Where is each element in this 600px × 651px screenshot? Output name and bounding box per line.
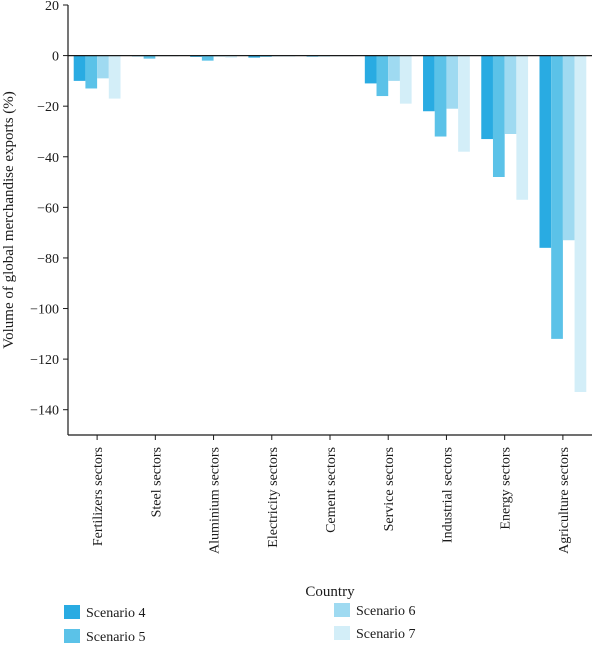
- bar-4-8: [516, 55, 529, 200]
- bar-1-6: [364, 55, 377, 84]
- bar-2-6: [376, 55, 389, 97]
- bar-3-1: [97, 55, 109, 79]
- bar-3-8: [504, 55, 517, 135]
- bar-4-9: [574, 55, 587, 393]
- x-category-label: Fertilizers sectors: [91, 447, 106, 546]
- bar-1-9: [539, 55, 552, 248]
- bar-2-7: [434, 55, 447, 137]
- y-tick-label: −40: [37, 151, 59, 166]
- legend-label: Scenario 4: [86, 606, 145, 621]
- y-tick-label: 0: [52, 50, 59, 65]
- legend-swatch: [64, 605, 80, 619]
- legend-label: Scenario 5: [86, 630, 145, 645]
- bar-2-1: [85, 55, 98, 89]
- legend-label: Scenario 6: [356, 604, 415, 619]
- bar-3-9: [562, 55, 575, 241]
- bars-group: [73, 55, 587, 393]
- y-tick-label: −100: [30, 303, 59, 318]
- bar-2-4: [260, 55, 272, 57]
- bar-4-1: [108, 55, 121, 99]
- x-category-label: Energy sectors: [499, 447, 514, 530]
- bar-2-9: [551, 55, 563, 339]
- y-tick-label: 20: [45, 0, 59, 14]
- bar-1-3: [190, 55, 202, 57]
- bar-4-3: [225, 55, 237, 58]
- x-categories-group: Fertilizers sectors Steel sectors Aluminiu…: [91, 435, 572, 554]
- x-category-label: Aluminium sectors: [208, 447, 223, 554]
- bar-4-7: [458, 55, 470, 152]
- x-category-label: Service sectors: [382, 447, 397, 531]
- legend-swatch: [334, 626, 350, 640]
- x-category-label: Steel sectors: [149, 447, 164, 517]
- x-category-label: Cement sectors: [324, 447, 339, 533]
- bar-4-6: [399, 55, 412, 104]
- y-axis-title: Volume of global merchandise exports (%): [1, 91, 17, 349]
- bar-3-7: [446, 55, 459, 109]
- y-tick-label: −120: [30, 353, 59, 368]
- y-tick-label: −80: [37, 252, 59, 267]
- legend: Scenario 4 Scenario 5 Scenario 6 Scenario 7: [64, 603, 415, 645]
- bar-2-8: [492, 55, 505, 178]
- bar-2-2: [143, 55, 156, 59]
- bar-1-8: [481, 55, 493, 140]
- legend-swatch: [64, 629, 80, 643]
- bar-1-4: [248, 55, 261, 58]
- x-category-label: Industrial sectors: [440, 447, 455, 543]
- legend-label: Scenario 7: [356, 627, 415, 642]
- bar-2-3: [201, 55, 214, 61]
- bar-1-7: [423, 55, 435, 112]
- bar-3-6: [388, 55, 400, 81]
- y-tick-label: −140: [30, 404, 59, 419]
- y-tick-label: −60: [37, 201, 59, 216]
- y-tick-label: −20: [37, 100, 59, 115]
- legend-swatch: [334, 603, 350, 617]
- x-axis-title: Country: [305, 584, 355, 600]
- bar-1-1: [73, 55, 86, 81]
- x-category-label: Electricity sectors: [266, 447, 281, 548]
- x-category-label: Agriculture sectors: [557, 447, 572, 554]
- y-ticks-group: 20 0 −20 −40 −60 −80 −100 −120 −140: [30, 0, 68, 419]
